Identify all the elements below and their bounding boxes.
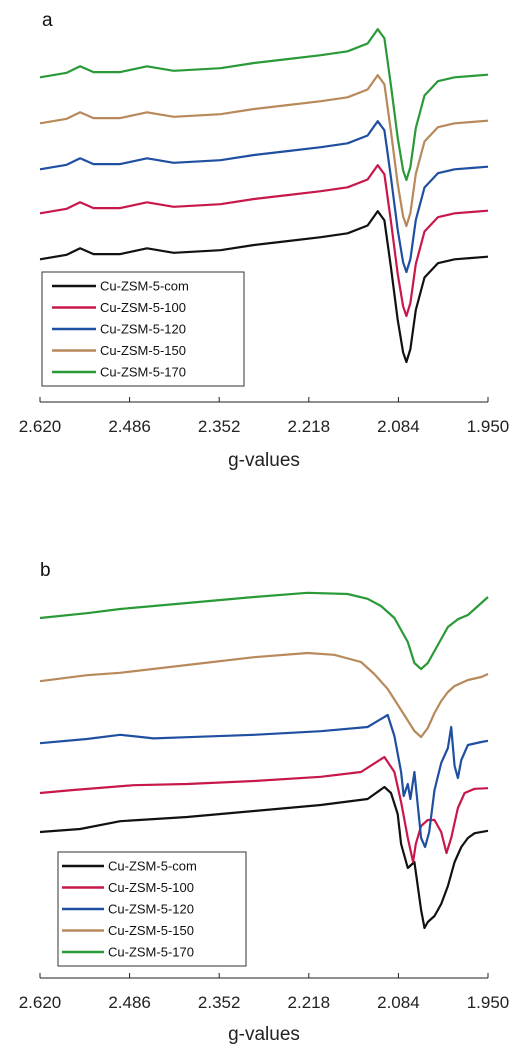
x-tick-label: 1.950 bbox=[467, 993, 510, 1012]
x-ticks-b: 2.620 2.486 2.352 2.218 2.084 1.950 bbox=[19, 973, 510, 1012]
panel-label-a: a bbox=[42, 10, 53, 31]
series-line-cu-zsm-5-120 bbox=[39, 120, 489, 274]
x-tick-label: 2.486 bbox=[108, 993, 151, 1012]
legend-entry: Cu-ZSM-5-170 bbox=[100, 365, 186, 380]
x-tick-label: 2.084 bbox=[377, 993, 420, 1012]
series-line-cu-zsm-5-com bbox=[39, 785, 489, 930]
legend-entry: Cu-ZSM-5-150 bbox=[100, 343, 186, 358]
series-line-cu-zsm-5-150 bbox=[39, 74, 489, 228]
series-line-cu-zsm-5-150 bbox=[39, 651, 489, 739]
panel-label-b: b bbox=[40, 560, 51, 581]
series-group-b bbox=[39, 591, 489, 930]
x-tick-label: 2.218 bbox=[288, 993, 331, 1012]
x-tick-label: 2.620 bbox=[19, 993, 62, 1012]
x-axis-label-a: g-values bbox=[228, 450, 300, 471]
series-line-cu-zsm-5-170 bbox=[39, 591, 489, 671]
panel-b: b 2.620 2.486 2.352 2.218 2.084 1.950 g-value… bbox=[19, 560, 510, 1045]
x-axis-label-b: g-values bbox=[228, 1024, 300, 1045]
legend-a: Cu-ZSM-5-com Cu-ZSM-5-100 Cu-ZSM-5-120 Cu-Z… bbox=[41, 271, 245, 387]
legend-b: Cu-ZSM-5-com Cu-ZSM-5-100 Cu-ZSM-5-120 Cu-Z… bbox=[57, 851, 247, 967]
x-tick-label: 2.084 bbox=[377, 417, 420, 436]
legend-entry: Cu-ZSM-5-com bbox=[108, 859, 197, 874]
x-tick-label: 1.950 bbox=[467, 417, 510, 436]
legend-entry: Cu-ZSM-5-100 bbox=[108, 880, 194, 895]
series-line-cu-zsm-5-com bbox=[39, 210, 489, 364]
legend-entry: Cu-ZSM-5-com bbox=[100, 279, 189, 294]
x-tick-label: 2.620 bbox=[19, 417, 62, 436]
x-tick-label: 2.352 bbox=[198, 417, 241, 436]
series-line-cu-zsm-5-170 bbox=[39, 28, 489, 182]
series-line-cu-zsm-5-100 bbox=[39, 164, 489, 318]
legend-entry: Cu-ZSM-5-120 bbox=[100, 322, 186, 337]
legend-entry: Cu-ZSM-5-100 bbox=[100, 300, 186, 315]
legend-entry: Cu-ZSM-5-170 bbox=[108, 945, 194, 960]
panel-a: a 2.620 2.486 2.352 2.218 2.084 1.950 g-value… bbox=[19, 10, 510, 471]
series-line-cu-zsm-5-100 bbox=[39, 755, 489, 864]
series-group-a bbox=[39, 28, 489, 364]
legend-entry: Cu-ZSM-5-120 bbox=[108, 902, 194, 917]
x-tick-label: 2.352 bbox=[198, 993, 241, 1012]
x-tick-label: 2.486 bbox=[108, 417, 151, 436]
legend-entry: Cu-ZSM-5-150 bbox=[108, 923, 194, 938]
series-line-cu-zsm-5-120 bbox=[39, 713, 489, 849]
x-ticks-a: 2.620 2.486 2.352 2.218 2.084 1.950 bbox=[19, 397, 510, 436]
x-tick-label: 2.218 bbox=[288, 417, 331, 436]
